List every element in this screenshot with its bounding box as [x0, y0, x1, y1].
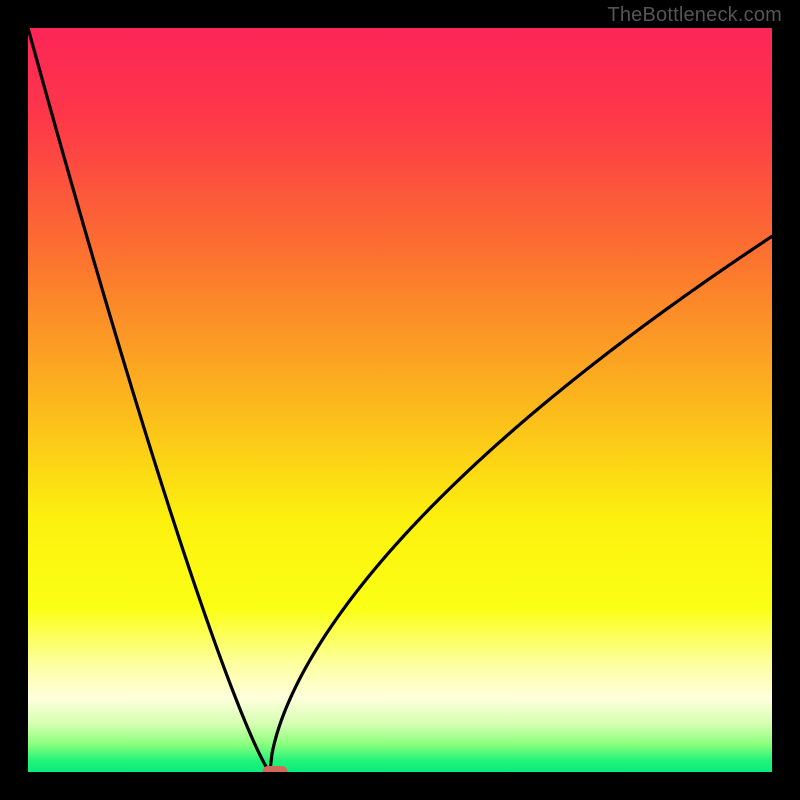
bottleneck-curve-chart	[28, 28, 772, 772]
chart-gradient-background	[28, 28, 772, 772]
optimum-marker	[262, 766, 287, 772]
watermark-text: TheBottleneck.com	[607, 4, 782, 27]
